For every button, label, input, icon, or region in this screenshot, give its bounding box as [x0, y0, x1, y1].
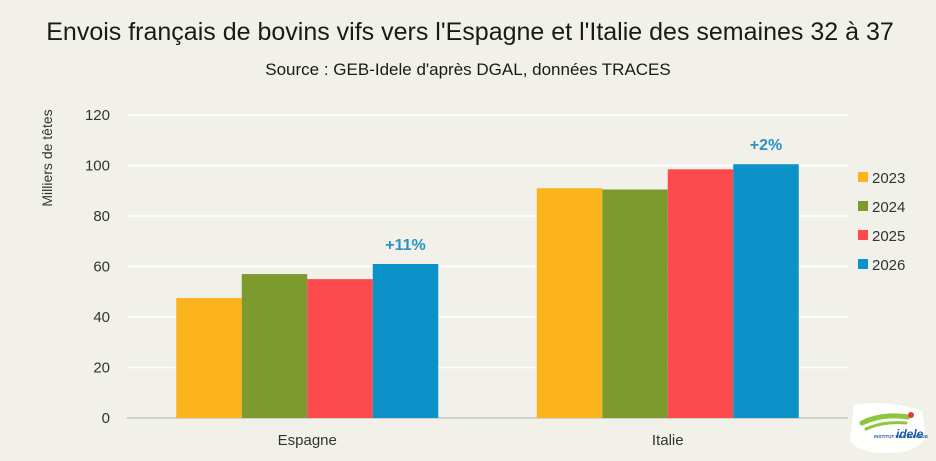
idele-logo: INSTITUT DE L'ÉLEVAGE idele [850, 403, 928, 453]
bar-espagne-2026 [372, 263, 439, 418]
legend-label-2025: 2025 [872, 228, 905, 245]
data-label-italie: +2% [750, 137, 782, 154]
legend-swatch-2026 [858, 259, 868, 269]
chart-title: Envois français de bovins vifs vers l'Es… [46, 18, 894, 46]
bar-espagne-2025 [307, 279, 373, 418]
logo-small-text: INSTITUT DE L'ÉLEVAGE [874, 432, 928, 439]
y-tick-label: 120 [85, 107, 110, 124]
bar-italie-2023 [536, 188, 603, 418]
legend-swatch-2023 [858, 172, 868, 182]
y-tick-label: 100 [85, 158, 110, 175]
y-tick-label: 40 [93, 309, 110, 326]
legend: 2023 2024 2025 2026 [858, 170, 905, 274]
y-tick-label: 60 [93, 259, 110, 276]
logo-brand-text: idele [896, 427, 924, 441]
bars [176, 164, 799, 418]
legend-label-2023: 2023 [872, 170, 905, 187]
legend-label-2026: 2026 [872, 257, 905, 274]
y-tick-labels: 0 20 40 60 80 100 120 [85, 107, 110, 427]
x-tick-label: Italie [652, 432, 684, 449]
y-tick-label: 20 [93, 360, 110, 377]
annotations: +11% +2% [385, 137, 782, 254]
legend-swatch-2024 [858, 201, 868, 211]
legend-swatch-2025 [858, 230, 868, 240]
data-label-espagne: +11% [385, 237, 425, 254]
y-axis-label: Milliers de têtes [39, 109, 55, 206]
bar-italie-2025 [667, 169, 734, 418]
y-tick-label: 80 [93, 208, 110, 225]
legend-label-2024: 2024 [872, 199, 905, 216]
bar-espagne-2024 [241, 274, 308, 418]
y-tick-label: 0 [102, 410, 110, 427]
chart-subtitle: Source : GEB-Idele d'après DGAL, données… [265, 60, 670, 79]
bar-italie-2026 [733, 164, 799, 418]
bar-italie-2024 [602, 189, 668, 418]
x-tick-labels: Espagne Italie [278, 432, 684, 449]
x-tick-label: Espagne [278, 432, 337, 449]
bar-espagne-2023 [176, 298, 242, 418]
